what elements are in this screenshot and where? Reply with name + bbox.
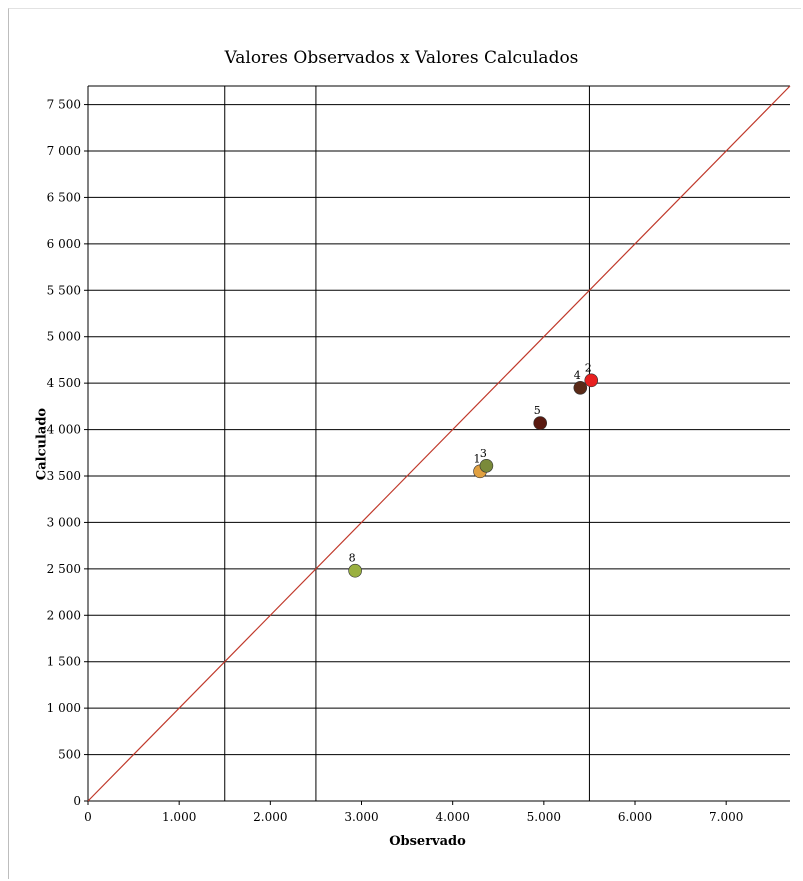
data-point-label: 1 [474, 452, 481, 465]
y-tick-label: 500 [58, 748, 81, 762]
x-tick-label: 7.000 [709, 810, 743, 824]
y-tick-label: 7 500 [47, 98, 81, 112]
y-tick-label: 6 000 [47, 237, 81, 251]
x-tick-label: 0 [84, 810, 92, 824]
data-point [348, 563, 362, 578]
y-tick-label: 7 000 [47, 144, 81, 158]
y-tick-label: 2 000 [47, 608, 81, 622]
y-tick-label: 5 000 [47, 330, 81, 344]
x-tick-label: 1.000 [162, 810, 196, 824]
data-point [533, 416, 547, 430]
reference-line-y-equals-x [87, 85, 791, 802]
y-tick-label: 5 500 [47, 283, 81, 297]
data-point [584, 373, 599, 388]
x-tick-label: 4.000 [435, 810, 469, 824]
y-axis-label: Calculado [34, 407, 50, 481]
data-point-label: 2 [585, 361, 592, 374]
x-tick-label: 6.000 [618, 810, 652, 824]
y-tick-label: 1 500 [47, 655, 81, 669]
y-tick-label: 0 [73, 794, 81, 808]
y-tick-label: 3 000 [47, 515, 81, 529]
x-tick-label: 5.000 [527, 810, 561, 824]
y-tick-label: 4 500 [47, 376, 81, 390]
x-tick-label: 3.000 [344, 810, 378, 824]
chart-frame [8, 8, 801, 879]
y-tick-label: 3 500 [47, 469, 81, 483]
data-point-label: 5 [534, 404, 541, 417]
chart-title: Valores Observados x Valores Calculados [224, 48, 579, 68]
data-point-label: 3 [480, 447, 487, 460]
x-axis-label: Observado [389, 834, 466, 849]
y-tick-label: 4 000 [47, 423, 81, 437]
data-point-label: 8 [349, 552, 356, 565]
data-point [573, 380, 588, 395]
y-tick-label: 6 500 [47, 190, 81, 204]
data-point-label: 4 [574, 369, 581, 382]
y-tick-label: 1 000 [47, 701, 81, 715]
y-tick-label: 2 500 [47, 562, 81, 576]
data-point [479, 458, 494, 473]
x-tick-label: 2.000 [253, 810, 287, 824]
